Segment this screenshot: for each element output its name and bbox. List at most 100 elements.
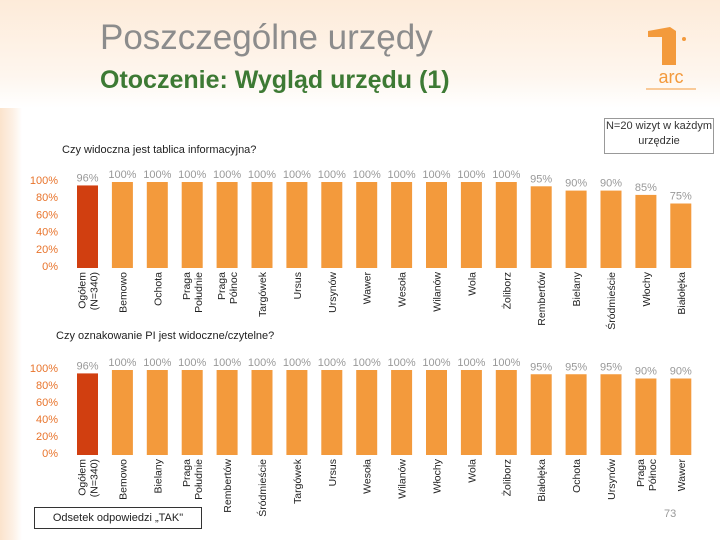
sample-note: N=20 wizyt w każdym urzędzie	[604, 118, 714, 154]
data-label: 100%	[318, 357, 346, 369]
x-tick-label: Bemowo	[117, 272, 129, 313]
bar	[460, 182, 482, 268]
x-tick-label: Targówek	[292, 458, 304, 504]
data-label: 90%	[635, 366, 657, 378]
x-tick-label-line: Praga	[216, 272, 228, 300]
bar	[565, 374, 587, 455]
x-tick-label-line: Wawer	[676, 458, 688, 491]
data-label: 100%	[457, 169, 485, 181]
bar	[321, 182, 343, 268]
data-label: 95%	[600, 361, 622, 373]
data-label: 100%	[213, 357, 241, 369]
x-tick-label: Ogółem (N=340)	[77, 459, 101, 497]
x-tick-label: Żoliborz	[500, 272, 513, 309]
bar	[635, 378, 657, 455]
x-tick-label-line: Wola	[466, 272, 478, 296]
x-tick-label-line: Rembertów	[536, 272, 548, 326]
arc-logo: arc	[646, 27, 696, 90]
y-tick-label: 60%	[36, 209, 58, 221]
header-band	[0, 0, 720, 108]
x-tick-label-line: Targówek	[292, 458, 304, 504]
data-label: 90%	[600, 178, 622, 190]
x-tick-label-line: Praga	[181, 459, 193, 487]
logo-dot	[682, 37, 686, 41]
data-label: 100%	[422, 357, 450, 369]
x-tick-label: Białołęka	[676, 272, 688, 315]
x-tick-label: Śródmieście	[256, 459, 269, 517]
data-label: 100%	[492, 169, 520, 181]
x-tick-label: Bielany	[152, 458, 164, 493]
data-label: 100%	[108, 169, 136, 181]
page-subtitle: Otoczenie: Wygląd urzędu (1)	[100, 66, 450, 94]
x-tick-label-line: Północ	[647, 459, 659, 491]
bar	[146, 182, 168, 268]
x-tick-label: Wola	[466, 272, 478, 296]
data-label: 90%	[670, 366, 692, 378]
x-tick-label-line: Ogółem	[77, 459, 89, 496]
data-label: 100%	[388, 357, 416, 369]
footer-label: Odsetek odpowiedzi „TAK"	[34, 507, 202, 529]
x-tick-label-line: Wilanów	[397, 459, 409, 499]
x-tick-label-line: Ogółem	[77, 272, 89, 309]
x-tick-label-line: Praga	[635, 459, 647, 487]
y-tick-label: 80%	[36, 192, 58, 204]
bar	[670, 203, 692, 268]
x-tick-label: Śródmieście	[605, 272, 618, 330]
x-tick-label: Ursus	[292, 272, 304, 299]
bar	[670, 378, 692, 455]
page-title: Poszczególne urzędy	[100, 18, 433, 57]
x-tick-label: Wawer	[362, 271, 374, 304]
bar	[77, 373, 98, 455]
bar	[530, 186, 552, 268]
bar	[111, 182, 133, 268]
y-tick-label: 0%	[42, 448, 58, 460]
x-tick-label-line: Południe	[193, 459, 205, 500]
x-tick-label: Wawer	[676, 458, 688, 491]
bar	[356, 370, 378, 455]
x-tick-label-line: Bemowo	[117, 459, 129, 500]
x-tick-label-line: Bielany	[571, 271, 583, 306]
data-label: 100%	[213, 169, 241, 181]
data-label: 100%	[143, 357, 171, 369]
x-tick-label: Włochy	[432, 458, 444, 493]
x-tick-label: Wilanów	[397, 459, 409, 499]
data-label: 100%	[248, 357, 276, 369]
bar	[426, 182, 447, 268]
bar	[321, 370, 343, 455]
x-tick-label-line: Żoliborz	[500, 272, 513, 309]
bar	[600, 190, 622, 268]
x-tick-label: Praga Północ	[216, 272, 240, 304]
page-number: 73	[664, 508, 677, 520]
bar	[251, 370, 273, 455]
x-tick-label-line: Ursynów	[606, 459, 618, 500]
x-tick-label: Żoliborz	[500, 459, 513, 496]
bar	[356, 182, 378, 268]
bar	[216, 370, 238, 455]
bar	[635, 194, 657, 268]
bar	[391, 370, 413, 455]
data-label: 100%	[353, 169, 381, 181]
x-tick-label: Ursynów	[327, 272, 339, 313]
bar	[426, 370, 447, 455]
x-tick-label: Wola	[466, 459, 478, 483]
data-label: 96%	[76, 172, 98, 184]
x-tick-label: Ursynów	[606, 459, 618, 500]
left-decor-band	[0, 0, 22, 540]
data-label: 95%	[530, 173, 552, 185]
x-tick-label-line: Ursus	[292, 272, 304, 299]
x-tick-label-line: Wilanów	[432, 272, 444, 312]
x-tick-label-line: Śródmieście	[256, 459, 269, 517]
chart-2: 100% 80% 60% 40% 20% 0% 96% Ogółem (N=340) 100% Be…	[30, 357, 692, 517]
y-tick-label: 100%	[30, 363, 58, 375]
y-tick-label: 100%	[30, 175, 58, 187]
x-tick-label-line: Ursynów	[327, 272, 339, 313]
bar	[181, 370, 203, 455]
data-label: 100%	[388, 169, 416, 181]
data-label: 95%	[565, 361, 587, 373]
x-tick-label-line: Bielany	[152, 458, 164, 493]
x-tick-label: Wesoła	[362, 459, 374, 494]
x-tick-label-line: Północ	[228, 272, 240, 304]
x-tick-label: Ursus	[327, 459, 339, 486]
chart1-title: Czy widoczna jest tablica informacyjna?	[62, 144, 257, 156]
data-label: 75%	[670, 191, 692, 203]
